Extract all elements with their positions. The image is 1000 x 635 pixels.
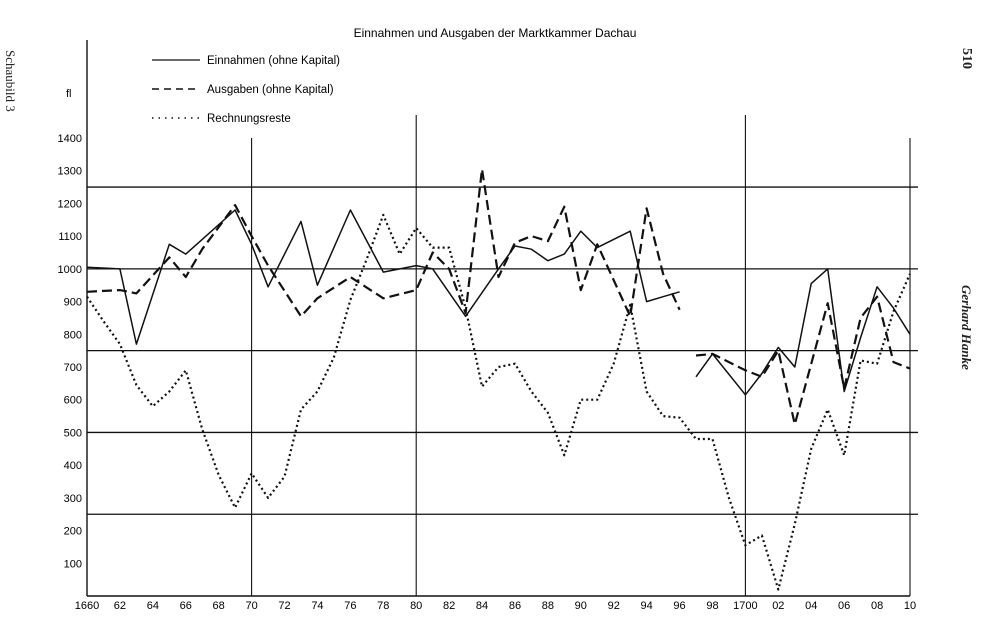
y-tick-label: 700 bbox=[64, 362, 82, 374]
x-tick-label: 64 bbox=[147, 600, 159, 612]
y-tick-label: 1300 bbox=[58, 166, 82, 178]
x-tick-label: 08 bbox=[871, 600, 883, 612]
x-tick-label: 72 bbox=[278, 600, 290, 612]
x-tick-label: 10 bbox=[904, 600, 916, 612]
series-line-dashed bbox=[695, 295, 911, 426]
y-tick-label: 100 bbox=[64, 558, 82, 570]
x-tick-labels: 1660 62 64 66 68 70 72 74 76 78 80 82 84 86 88 90 92 94 96… bbox=[75, 600, 916, 612]
grid-lines bbox=[87, 115, 918, 596]
x-tick-label: 88 bbox=[542, 600, 554, 612]
legend-label: Einnahmen (ohne Kapital) bbox=[207, 55, 340, 67]
x-tick-label: 78 bbox=[377, 600, 389, 612]
y-tick-label: 900 bbox=[64, 297, 82, 309]
figure-label: Schaubild 3 bbox=[3, 50, 18, 112]
y-tick-label: 1200 bbox=[58, 198, 82, 210]
series-layer bbox=[86, 168, 912, 591]
legend-label: Rechnungsreste bbox=[207, 113, 291, 125]
y-tick-label: 600 bbox=[64, 395, 82, 407]
x-tick-label: 74 bbox=[311, 600, 323, 612]
y-tick-labels: 100 200 300 400 500 600 700 800 900 1000 1100 1200 1… bbox=[58, 133, 82, 570]
x-tick-label: 66 bbox=[180, 600, 192, 612]
x-tick-label: 86 bbox=[509, 600, 521, 612]
x-tick-label: 62 bbox=[114, 600, 126, 612]
x-tick-label: 06 bbox=[838, 600, 850, 612]
y-tick-label: 400 bbox=[64, 460, 82, 472]
series-line-dashed bbox=[86, 168, 681, 318]
axes bbox=[86, 40, 910, 597]
x-tick-label: 90 bbox=[575, 600, 587, 612]
x-tick-label: 02 bbox=[772, 600, 784, 612]
series-line-solid bbox=[86, 209, 680, 345]
author-running-head: Gerhard Hanke bbox=[959, 285, 974, 370]
x-tick-label: 1700 bbox=[733, 600, 757, 612]
x-tick-label: 04 bbox=[805, 600, 817, 612]
x-tick-label: 80 bbox=[410, 600, 422, 612]
x-tick-label: 70 bbox=[245, 600, 257, 612]
chart-title: Einnahmen und Ausgaben der Marktkammer D… bbox=[354, 26, 637, 40]
y-tick-label: 300 bbox=[64, 493, 82, 505]
x-tick-label: 96 bbox=[673, 600, 685, 612]
x-tick-label: 84 bbox=[476, 600, 488, 612]
y-tick-label: 200 bbox=[64, 526, 82, 538]
legend-label: Ausgaben (ohne Kapital) bbox=[207, 84, 334, 96]
x-tick-label: 1660 bbox=[75, 600, 99, 612]
x-tick-label: 98 bbox=[706, 600, 718, 612]
x-tick-label: 92 bbox=[608, 600, 620, 612]
series-line-dotted bbox=[86, 213, 912, 591]
y-tick-label: 500 bbox=[64, 427, 82, 439]
series-line-solid bbox=[695, 268, 911, 396]
y-tick-label: 1000 bbox=[58, 264, 82, 276]
y-tick-label: 800 bbox=[64, 329, 82, 341]
x-tick-label: 82 bbox=[443, 600, 455, 612]
x-tick-label: 76 bbox=[344, 600, 356, 612]
y-axis-unit: fl bbox=[66, 88, 72, 100]
y-tick-label: 1400 bbox=[58, 133, 82, 145]
y-tick-label: 1100 bbox=[58, 231, 82, 243]
x-tick-label: 68 bbox=[213, 600, 225, 612]
x-tick-label: 94 bbox=[641, 600, 653, 612]
page-number: 510 bbox=[959, 48, 974, 69]
legend: Einnahmen (ohne Kapital) Ausgaben (ohne K… bbox=[152, 55, 340, 125]
